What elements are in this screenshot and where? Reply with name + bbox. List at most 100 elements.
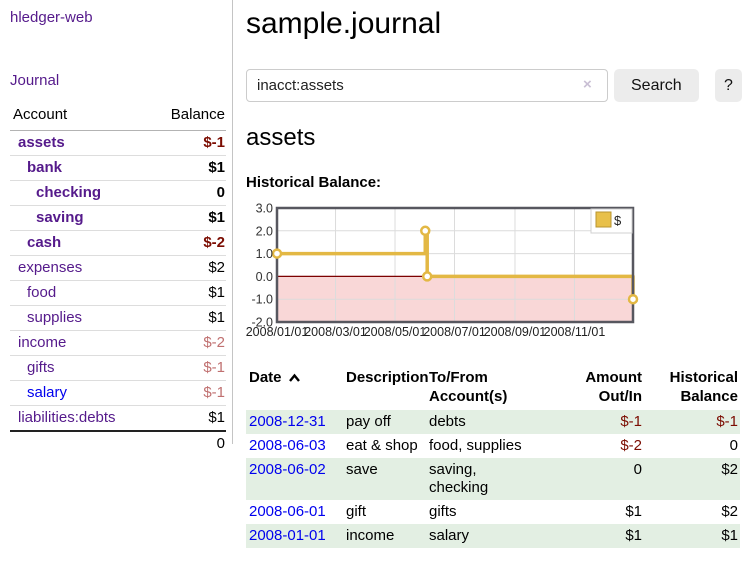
transaction-date-link[interactable]: 2008-06-03: [249, 437, 326, 454]
account-row: checking 0: [10, 180, 226, 206]
account-balance: $-2: [156, 330, 226, 356]
account-row: liabilities:debts $1: [10, 405, 226, 432]
account-balance: 0: [156, 180, 226, 206]
transaction-amount: $1: [625, 503, 642, 520]
balance-column-header-tx: Historical Balance: [669, 369, 738, 405]
account-link[interactable]: expenses: [18, 259, 83, 276]
account-balance: $-1: [156, 130, 226, 156]
transaction-description: eat & shop: [346, 437, 418, 454]
amount-column-header: Amount Out/In: [585, 369, 642, 405]
account-row: salary $-1: [10, 380, 226, 406]
accounts-total-row: 0: [10, 430, 226, 456]
sidebar: hledger-web Journal Account Balance asse…: [0, 0, 233, 456]
transaction-balance: 0: [729, 437, 738, 454]
transaction-description: save: [346, 461, 378, 478]
transaction-accounts: gifts: [429, 503, 457, 520]
svg-text:-1.0: -1.0: [251, 293, 273, 307]
transaction-row: 2008-12-31 pay off debts $-1 $-1: [246, 410, 740, 434]
account-link[interactable]: bank: [27, 159, 63, 176]
transaction-row: 2008-06-01 gift gifts $1 $2: [246, 500, 740, 524]
account-link[interactable]: gifts: [27, 359, 55, 376]
chart-svg: $3.0 2.0 1.0 0.0 -1.0 -2.02008/01/012008/03/0…: [246, 202, 639, 339]
account-row: expenses $2: [10, 255, 226, 281]
svg-text:2008/09/01: 2008/09/01: [484, 325, 547, 339]
account-row: supplies $1: [10, 305, 226, 331]
transaction-accounts: debts: [429, 413, 466, 430]
transaction-balance: $2: [721, 503, 738, 520]
page-title: sample.journal: [246, 7, 442, 40]
account-balance: $-2: [156, 230, 226, 256]
sort-ascending-icon: [288, 373, 300, 382]
description-column-header: Description: [346, 369, 429, 386]
account-link[interactable]: food: [27, 284, 57, 301]
historical-balance-chart: $3.0 2.0 1.0 0.0 -1.0 -2.0 2008/01/01 2008/03/0…: [246, 200, 742, 345]
account-row: food $1: [10, 280, 226, 306]
svg-text:3.0: 3.0: [256, 202, 273, 216]
account-balance: $1: [156, 280, 226, 306]
transaction-date-link[interactable]: 2008-06-01: [249, 503, 326, 520]
transaction-date-link[interactable]: 2008-01-01: [249, 527, 326, 544]
account-balance: $1: [156, 405, 226, 432]
clear-search-icon[interactable]: ×: [583, 76, 592, 93]
main-content: sample.journal × Search ? assets Histori…: [246, 0, 742, 548]
account-balance: $-1: [156, 380, 226, 406]
transaction-accounts: food, supplies: [429, 437, 522, 454]
transactions-header-row: Date Description To/From Account(s) Amou…: [246, 366, 740, 410]
transaction-description: income: [346, 527, 395, 544]
transaction-row: 2008-06-02 save saving, checking 0 $2: [246, 458, 740, 500]
account-row: saving $1: [10, 205, 226, 231]
accounts-table: Account Balance assets $-1 bank $1 check…: [10, 102, 226, 456]
app-title-link[interactable]: hledger-web: [10, 9, 93, 26]
account-link[interactable]: liabilities:debts: [18, 409, 116, 426]
account-row: cash $-2: [10, 230, 226, 256]
transactions-table: Date Description To/From Account(s) Amou…: [246, 366, 740, 548]
transaction-amount: $-2: [620, 437, 642, 454]
transaction-amount: $1: [625, 527, 642, 544]
account-link[interactable]: checking: [36, 184, 102, 201]
transaction-amount: $-1: [620, 413, 642, 430]
account-row: gifts $-1: [10, 355, 226, 381]
account-column-header: Account: [10, 102, 156, 131]
sidebar-item-journal[interactable]: Journal: [10, 72, 60, 89]
account-link[interactable]: cash: [27, 234, 62, 251]
search-input[interactable]: [246, 69, 608, 102]
search-button[interactable]: Search: [614, 69, 699, 102]
account-heading: assets: [246, 124, 316, 151]
account-link[interactable]: assets: [18, 134, 65, 151]
transaction-accounts: saving, checking: [429, 461, 489, 496]
account-balance: $1: [156, 155, 226, 181]
transaction-description: pay off: [346, 413, 391, 430]
transaction-date-link[interactable]: 2008-06-02: [249, 461, 326, 478]
svg-text:0.0: 0.0: [256, 270, 273, 284]
balance-column-header: Balance: [156, 102, 226, 131]
account-row: income $-2: [10, 330, 226, 356]
account-balance: $2: [156, 255, 226, 281]
transaction-row: 2008-06-03 eat & shop food, supplies $-2…: [246, 434, 740, 458]
search-form: × Search ?: [246, 69, 742, 102]
transaction-amount: 0: [633, 461, 642, 478]
chart-title: Historical Balance:: [246, 174, 382, 191]
svg-text:2008/01/01: 2008/01/01: [246, 325, 308, 339]
account-link[interactable]: supplies: [27, 309, 83, 326]
svg-text:2.0: 2.0: [256, 224, 273, 238]
accounts-table-header: Account Balance: [10, 102, 226, 131]
svg-text:2008/05/01: 2008/05/01: [364, 325, 427, 339]
account-link[interactable]: income: [18, 334, 67, 351]
transaction-date-link[interactable]: 2008-12-31: [249, 413, 326, 430]
transaction-balance: $2: [721, 461, 738, 478]
svg-text:2008/07/01: 2008/07/01: [423, 325, 486, 339]
account-link[interactable]: saving: [36, 209, 84, 226]
date-column-header[interactable]: Date: [246, 366, 343, 410]
account-balance: $1: [156, 205, 226, 231]
transaction-balance: $1: [721, 527, 738, 544]
svg-text:2008/11/01: 2008/11/01: [544, 325, 606, 339]
account-balance: $-1: [156, 355, 226, 381]
transaction-balance: $-1: [716, 413, 738, 430]
account-link[interactable]: salary: [27, 384, 68, 401]
accounts-total-balance: 0: [156, 430, 226, 456]
account-row: bank $1: [10, 155, 226, 181]
help-button[interactable]: ?: [715, 69, 742, 102]
svg-text:2008/03/01: 2008/03/01: [304, 325, 367, 339]
svg-text:1.0: 1.0: [256, 247, 273, 261]
